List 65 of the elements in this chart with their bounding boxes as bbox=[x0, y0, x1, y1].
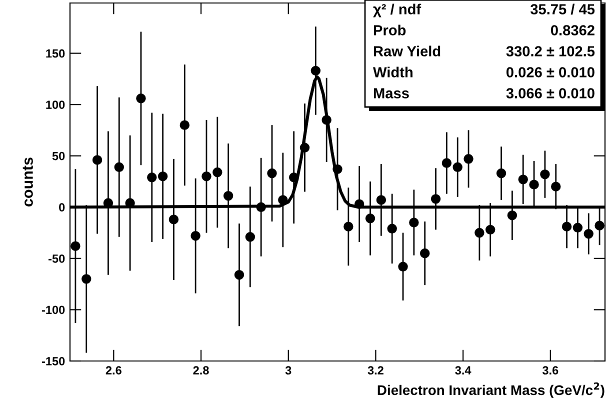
annotation: Width bbox=[373, 66, 412, 78]
annotation: 330.2 ± 102.5 bbox=[506, 46, 595, 56]
point bbox=[464, 154, 474, 164]
point bbox=[584, 228, 594, 239]
x-tick-label: 3 bbox=[285, 366, 292, 375]
point bbox=[430, 194, 441, 204]
point bbox=[452, 162, 462, 172]
point bbox=[572, 222, 583, 233]
x-tick-label: 3.6 bbox=[542, 366, 558, 375]
y-tick-label: -150 bbox=[42, 357, 65, 366]
point bbox=[310, 66, 321, 76]
point bbox=[594, 220, 604, 230]
point bbox=[496, 168, 506, 178]
point bbox=[136, 94, 146, 104]
annotation: 0.026 ± 0.010 bbox=[506, 67, 594, 78]
point bbox=[70, 241, 80, 251]
x-tick-label: 2.8 bbox=[193, 366, 209, 375]
y-tick-label: -50 bbox=[48, 254, 65, 263]
point bbox=[518, 174, 528, 184]
point bbox=[147, 172, 157, 182]
y-tick-label: -100 bbox=[42, 306, 65, 314]
point bbox=[420, 248, 430, 258]
point bbox=[158, 171, 168, 182]
point bbox=[114, 162, 124, 172]
point bbox=[540, 169, 550, 180]
point bbox=[507, 210, 518, 220]
point bbox=[223, 190, 234, 201]
x-tick-label: 2.6 bbox=[106, 366, 122, 375]
annotation: Prob bbox=[374, 24, 406, 36]
point bbox=[267, 168, 277, 178]
annotation: 0.8362 bbox=[550, 25, 594, 36]
point bbox=[529, 180, 539, 190]
point bbox=[485, 224, 496, 235]
point bbox=[234, 270, 244, 280]
y-tick-label: 50 bbox=[52, 152, 65, 160]
point bbox=[409, 218, 419, 228]
point bbox=[365, 214, 376, 224]
y-axis-title: counts bbox=[22, 158, 33, 206]
point bbox=[387, 224, 397, 234]
y-tick-label: 0 bbox=[59, 203, 65, 212]
annotation: 35.75 / 45 bbox=[530, 4, 595, 15]
point bbox=[202, 171, 212, 182]
y-tick-label: 100 bbox=[46, 100, 65, 109]
point bbox=[398, 262, 408, 272]
point bbox=[212, 167, 222, 178]
annotation: 3.066 ± 0.010 bbox=[506, 88, 594, 98]
point bbox=[344, 222, 354, 232]
y-tick-label: 150 bbox=[46, 49, 65, 58]
point bbox=[82, 274, 92, 284]
point bbox=[245, 232, 256, 242]
annotation: Raw Yield bbox=[374, 46, 440, 56]
point bbox=[442, 158, 452, 168]
annotation: Mass bbox=[374, 88, 409, 98]
point bbox=[376, 195, 386, 205]
point bbox=[190, 230, 200, 241]
point bbox=[551, 182, 561, 192]
annotation: χ² / ndf bbox=[373, 4, 422, 18]
point bbox=[92, 155, 102, 165]
x-axis-title: Dielectron Invariant Mass (GeV/c$^{2}$) bbox=[378, 382, 604, 398]
point bbox=[168, 214, 179, 224]
x-tick-label: 3.4 bbox=[455, 366, 472, 375]
point bbox=[474, 228, 484, 238]
point bbox=[180, 120, 190, 130]
x-tick-label: 3.2 bbox=[368, 366, 384, 375]
point bbox=[562, 222, 572, 232]
